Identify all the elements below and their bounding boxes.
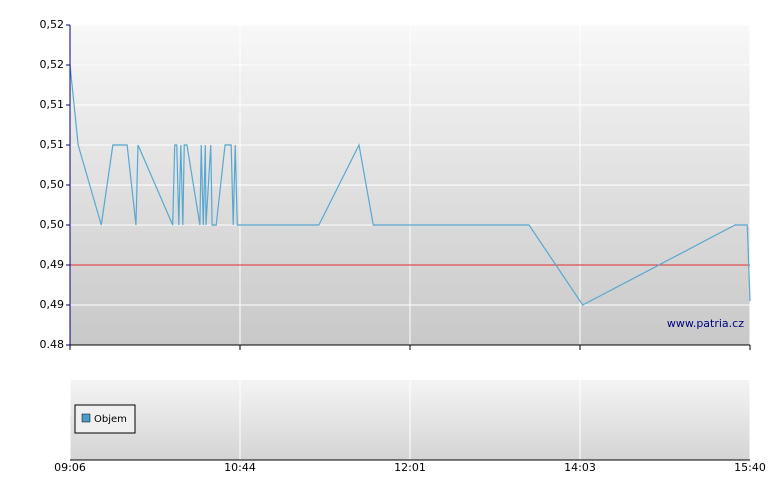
y-tick-label: 0,51 [40, 138, 65, 151]
legend-swatch [81, 413, 91, 423]
y-tick-label: 0,51 [40, 98, 65, 111]
watermark: www.patria.cz [667, 317, 744, 330]
price-line [69, 64, 751, 306]
y-tick-label: 0,50 [40, 178, 65, 191]
x-tick-label: 10:44 [224, 461, 256, 474]
y-tick-label: 0,52 [40, 18, 65, 31]
x-tick-label: 09:06 [54, 461, 86, 474]
x-tick-label: 15:40 [734, 461, 766, 474]
y-tick-label: 0,52 [40, 58, 65, 71]
y-tick-label: 0,50 [40, 218, 65, 231]
x-tick-label: 12:01 [394, 461, 426, 474]
y-tick-label: 0.48 [40, 338, 65, 351]
y-tick-label: 0,49 [40, 258, 65, 271]
legend-label: Objem [94, 414, 127, 425]
y-tick-label: 0,49 [40, 298, 65, 311]
x-tick-label: 14:03 [564, 461, 596, 474]
